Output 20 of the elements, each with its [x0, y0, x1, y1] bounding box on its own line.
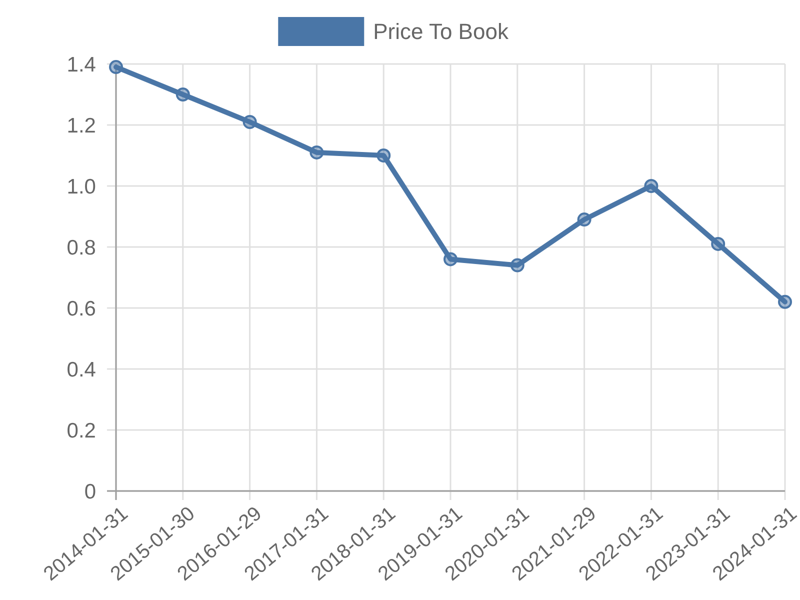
y-tick-label: 0.8 — [66, 236, 96, 260]
point — [778, 294, 792, 309]
point — [376, 148, 391, 162]
point — [242, 114, 257, 129]
point — [510, 258, 524, 272]
y-tick-label: 1.2 — [66, 114, 96, 138]
y-tick-label: 0.4 — [66, 358, 96, 382]
point — [444, 252, 458, 266]
y-tick-label: 1.0 — [66, 175, 96, 198]
y-tick-label: 0.6 — [66, 297, 96, 320]
y-tick-label: 0.2 — [66, 419, 96, 442]
legend-label: Price To Book — [373, 19, 510, 44]
point — [644, 179, 658, 193]
point — [577, 212, 592, 227]
y-tick-label: 1.4 — [66, 53, 96, 76]
point — [711, 236, 726, 251]
point — [109, 60, 123, 74]
point — [310, 145, 324, 160]
point — [176, 88, 190, 102]
y-tick-label: 0 — [84, 480, 96, 504]
